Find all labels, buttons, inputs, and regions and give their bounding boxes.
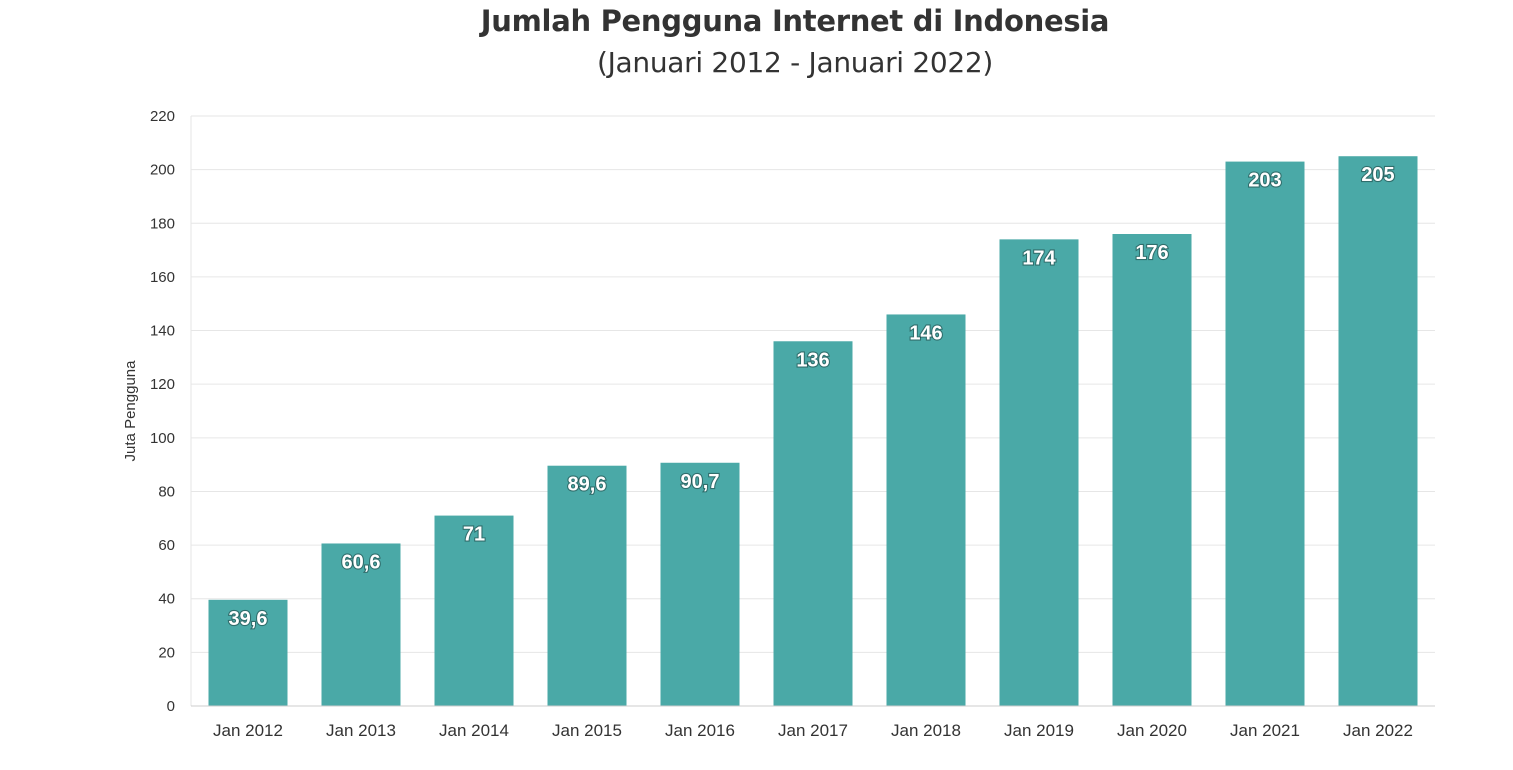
chart-title: Jumlah Pengguna Internet di Indonesia <box>480 4 1110 38</box>
y-tick-label: 220 <box>150 108 175 125</box>
bar-value-label: 146 <box>909 322 942 344</box>
x-tick-label: Jan 2022 <box>1343 721 1413 740</box>
y-tick-label: 160 <box>150 269 175 286</box>
bar-value-label: 39,6 <box>229 608 268 630</box>
y-tick-label: 60 <box>158 537 175 554</box>
x-tick-label: Jan 2014 <box>439 721 509 740</box>
x-tick-label: Jan 2016 <box>665 721 735 740</box>
bar <box>434 515 514 706</box>
bar-value-label: 136 <box>796 349 829 371</box>
bar-value-label: 176 <box>1135 242 1168 264</box>
bar <box>660 462 740 706</box>
bar <box>999 239 1079 706</box>
bar-value-label: 60,6 <box>342 551 381 573</box>
bar <box>773 341 853 706</box>
y-axis-title: Juta Pengguna <box>122 360 139 462</box>
y-tick-label: 40 <box>158 591 175 608</box>
chart-subtitle: (Januari 2012 - Januari 2022) <box>596 46 994 79</box>
x-tick-label: Jan 2019 <box>1004 721 1074 740</box>
y-tick-label: 200 <box>150 162 175 179</box>
x-tick-label: Jan 2020 <box>1117 721 1187 740</box>
bar <box>547 465 627 706</box>
x-tick-label: Jan 2012 <box>213 721 283 740</box>
bars <box>208 156 1418 706</box>
x-tick-label: Jan 2013 <box>326 721 396 740</box>
y-tick-label: 0 <box>167 698 175 715</box>
bar-value-label: 205 <box>1361 164 1394 186</box>
bar-value-label: 71 <box>463 524 485 546</box>
bar <box>886 314 966 706</box>
y-tick-label: 140 <box>150 323 175 340</box>
y-axis-ticks: 0 20 40 60 80 100 120 140 160 180 200 220 <box>150 108 175 715</box>
y-tick-label: 20 <box>158 644 175 661</box>
bar-value-label: 203 <box>1248 170 1281 192</box>
y-tick-label: 120 <box>150 376 175 393</box>
bar <box>1225 161 1305 706</box>
bar <box>1112 234 1192 706</box>
x-tick-label: Jan 2017 <box>778 721 848 740</box>
bar-value-label: 90,7 <box>681 471 720 493</box>
bar <box>1338 156 1418 706</box>
y-tick-label: 100 <box>150 430 175 447</box>
bar-value-label: 174 <box>1022 247 1056 269</box>
data-labels: 39,6 60,6 71 89,6 90,7 136 146 174 176 203 205 <box>227 163 1395 631</box>
x-tick-label: Jan 2018 <box>891 721 961 740</box>
bar-value-label: 89,6 <box>568 474 607 496</box>
bar <box>321 543 401 706</box>
x-tick-label: Jan 2021 <box>1230 721 1300 740</box>
y-tick-label: 180 <box>150 215 175 232</box>
y-tick-label: 80 <box>158 483 175 500</box>
x-axis-ticks: Jan 2012 Jan 2013 Jan 2014 Jan 2015 Jan 2016… <box>213 721 1413 740</box>
x-tick-label: Jan 2015 <box>552 721 622 740</box>
bar <box>208 599 288 706</box>
